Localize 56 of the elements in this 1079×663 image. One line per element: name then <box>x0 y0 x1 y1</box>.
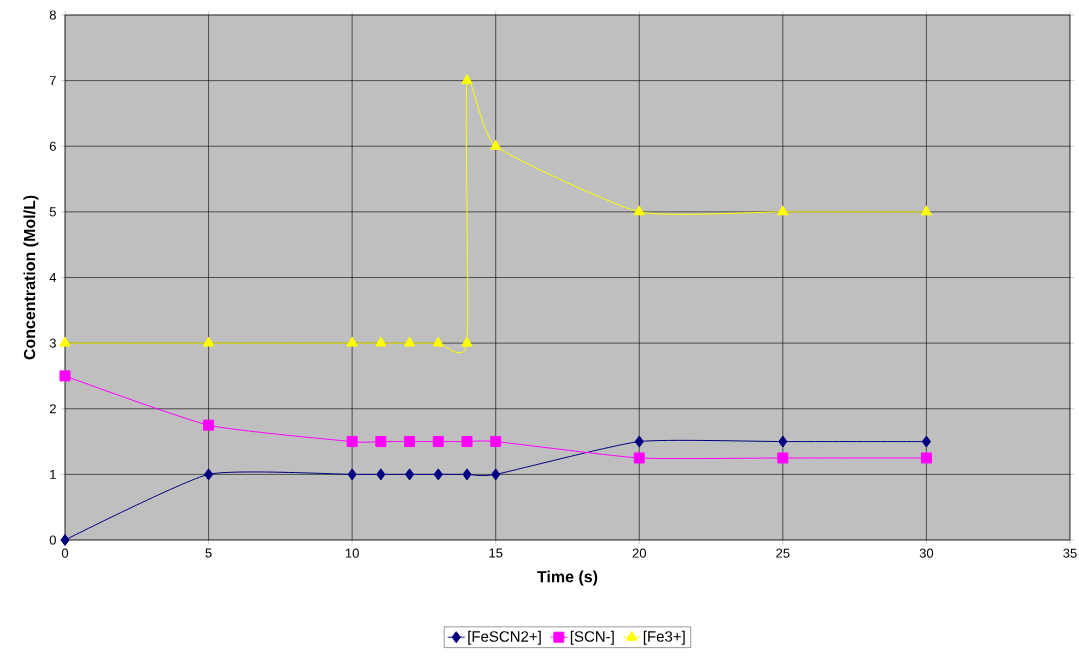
point <box>59 370 71 382</box>
y-tick-label: 8 <box>49 10 56 20</box>
point <box>432 436 444 448</box>
y-tick-label: 4 <box>49 273 57 282</box>
x-tick-label: 35 <box>1063 548 1077 558</box>
point <box>461 436 473 448</box>
point <box>920 452 932 464</box>
legend-label: [FeSCN2+] <box>468 630 541 645</box>
point <box>404 436 416 448</box>
y-tick-label: 0 <box>49 535 56 545</box>
point <box>490 436 502 448</box>
point <box>203 468 214 481</box>
point <box>203 419 215 431</box>
x-tick-label: 5 <box>205 548 212 558</box>
x-tick-label: 20 <box>632 548 646 558</box>
y-tick-label: 5 <box>49 207 56 217</box>
point <box>60 534 70 546</box>
legend-label: [Fe3+] <box>643 630 685 645</box>
x-tick-label: 15 <box>489 548 503 558</box>
point <box>633 452 645 464</box>
point <box>462 468 472 481</box>
point <box>346 336 358 347</box>
point <box>404 468 415 481</box>
point <box>777 452 789 464</box>
point <box>920 205 933 216</box>
x-tick-label: 10 <box>345 548 359 558</box>
point <box>491 468 501 481</box>
point <box>376 468 386 481</box>
point <box>634 435 644 448</box>
point <box>347 468 357 481</box>
x-tick-label: 0 <box>61 548 69 558</box>
point <box>375 436 387 448</box>
point <box>202 336 215 347</box>
x-axis-title: Time (s) <box>537 570 598 586</box>
y-axis-title: Concentration (Mol/L) <box>23 195 39 360</box>
point <box>59 336 71 347</box>
point <box>433 468 443 481</box>
point <box>375 336 387 347</box>
point <box>777 205 789 216</box>
y-tick-label: 7 <box>49 76 56 86</box>
point <box>461 74 473 85</box>
point <box>778 435 788 448</box>
point <box>490 139 502 150</box>
point <box>346 436 358 448</box>
x-tick-label: 25 <box>776 548 790 558</box>
legend-label: [SCN-] <box>570 630 614 645</box>
y-tick-label: 3 <box>49 338 56 348</box>
y-tick-label: 6 <box>49 141 56 151</box>
y-tick-label: 1 <box>50 469 56 479</box>
y-tick-label: 2 <box>49 404 56 414</box>
point <box>461 336 473 347</box>
point <box>403 336 416 347</box>
point <box>432 336 444 347</box>
point <box>921 435 932 448</box>
x-tick-label: 30 <box>919 548 934 558</box>
point <box>633 205 645 216</box>
